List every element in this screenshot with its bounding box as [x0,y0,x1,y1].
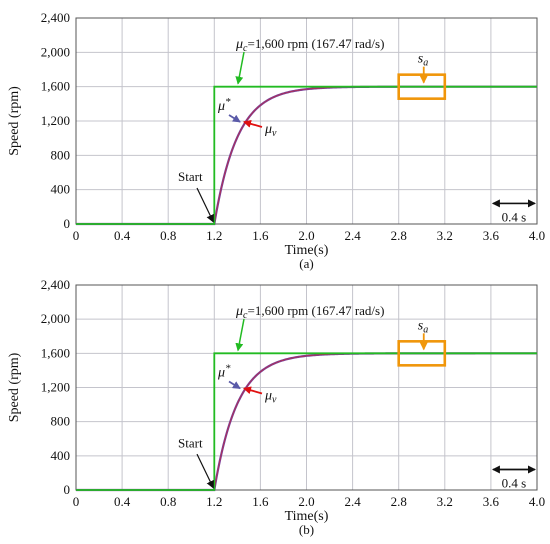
setpoint-mu-symbol: μ [235,37,243,52]
scale-label: 0.4 s [502,209,527,224]
sa-symbol: s [418,52,424,67]
x-tick-label: 2.4 [344,494,361,509]
x-tick-label: 0.4 [114,494,131,509]
x-tick-label: 2.0 [298,228,314,243]
y-tick-label: 2,400 [41,10,70,25]
y-tick-label: 0 [64,216,71,231]
y-tick-label: 0 [64,482,71,497]
x-tick-label: 0 [73,228,80,243]
x-tick-label: 1.6 [252,494,269,509]
x-axis-label: Time(s) [285,509,329,524]
x-tick-label: 1.2 [206,228,222,243]
x-tick-label: 3.6 [483,228,500,243]
y-axis-label: Speed (rpm) [7,352,22,422]
x-tick-label: 2.8 [391,228,407,243]
setpoint-arrow [235,318,245,352]
x-axis-label: Time(s) [285,243,329,258]
measured-subscript: v [272,394,277,405]
setpoint-text: =1,600 rpm (167.47 rad/s) [247,36,384,51]
x-tick-label: 1.2 [206,494,222,509]
y-tick-label: 1,200 [41,113,70,128]
x-tick-label: 3.2 [437,228,453,243]
x-tick-label: 0.4 [114,228,131,243]
y-tick-label: 800 [51,147,71,162]
sa-symbol: s [418,318,424,333]
x-tick-label: 3.6 [483,494,500,509]
plot-frame [75,17,538,225]
reference-annotation: μ* [217,96,231,114]
x-tick-label: 4.0 [529,228,545,243]
plot-frame [75,284,538,491]
sa-highlight-box [397,340,447,367]
scale-label: 0.4 s [502,476,527,491]
reference-star: * [225,362,231,374]
measured-annotation: μv [264,388,277,405]
reference-mu-symbol: μ [217,365,225,380]
y-tick-label: 800 [51,414,71,429]
setpoint-subscript: c [243,310,248,321]
sa-highlight-box [397,73,447,100]
measured-annotation: μv [264,122,277,139]
reference-annotation: μ* [217,362,231,380]
x-tick-label: 2.8 [391,494,407,509]
panel-caption: (a) [299,256,313,271]
panel-caption: (b) [299,522,314,537]
y-tick-label: 2,400 [41,277,70,292]
setpoint-mu-symbol: μ [235,304,243,319]
x-tick-label: 0 [73,494,80,509]
x-tick-label: 0.8 [160,228,176,243]
x-tick-label: 2.4 [344,228,361,243]
y-tick-label: 400 [51,182,71,197]
start-annotation: Start [178,435,203,450]
reference-arrow [228,114,241,123]
sa-annotation: sa [418,52,428,69]
setpoint-annotation: μc=1,600 rpm (167.47 rad/s) [235,36,384,54]
y-tick-label: 1,200 [41,380,70,395]
y-tick-label: 400 [51,448,71,463]
sa-subscript: a [423,324,428,335]
measured-subscript: v [272,128,277,139]
setpoint-text: =1,600 rpm (167.47 rad/s) [247,303,384,318]
x-tick-label: 4.0 [529,494,545,509]
sa-subscript: a [423,58,428,69]
y-tick-label: 1,600 [41,345,70,360]
measured-arrow [243,386,263,395]
start-arrow [196,187,214,223]
y-tick-label: 2,000 [41,311,70,326]
reference-mu-symbol: μ [217,99,225,114]
x-tick-label: 2.0 [298,494,314,509]
setpoint-subscript: c [243,43,248,54]
reference-star: * [225,96,231,108]
x-tick-label: 3.2 [437,494,453,509]
setpoint-annotation: μc=1,600 rpm (167.47 rad/s) [235,303,384,321]
x-tick-label: 1.6 [252,228,269,243]
reference-arrow [228,380,241,390]
y-axis-label: Speed (rpm) [7,86,22,156]
chart-panel-a: 0 0.4 0.8 1.2 1.6 2.0 2.4 2.8 3.2 3.6 4.0 0 400 800 1,… [7,10,545,271]
series-line-mu-ref [76,85,537,225]
setpoint-arrow [235,51,245,85]
measured-arrow [243,119,263,128]
sa-annotation: sa [418,318,428,335]
y-tick-label: 1,600 [41,79,70,94]
series-line-mu-ref [76,352,537,491]
start-annotation: Start [178,169,203,184]
measured-mu-symbol: μ [264,388,272,403]
chart-panel-b: 0 0.4 0.8 1.2 1.6 2.0 2.4 2.8 3.2 3.6 4.0 0 400 800 1,… [7,277,545,537]
y-tick-label: 2,000 [41,44,70,59]
start-arrow [196,453,214,489]
x-tick-label: 0.8 [160,494,176,509]
measured-mu-symbol: μ [264,122,272,137]
